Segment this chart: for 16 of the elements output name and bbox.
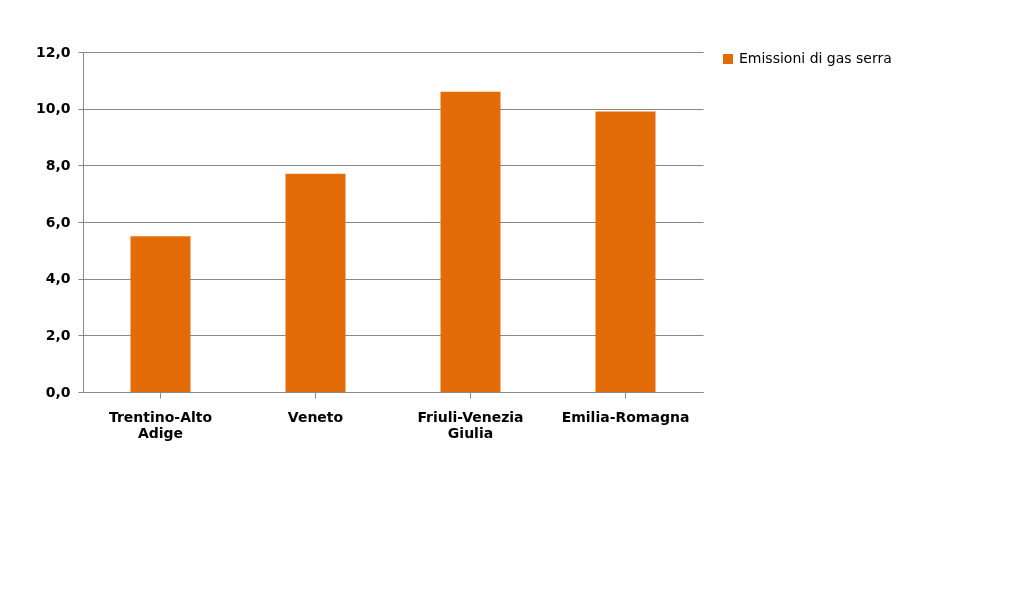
x-tick-label: Trentino-Alto Adige [108, 408, 213, 441]
y-tick-label: 0,0 [45, 383, 71, 400]
y-tick-label: 8,0 [45, 156, 71, 173]
y-tick-label: 2,0 [45, 326, 71, 343]
y-tick-label: 4,0 [45, 270, 71, 287]
bar [130, 236, 191, 392]
y-tick-label: 10,0 [35, 100, 71, 117]
x-tick-label: Emilia-Romagna [561, 408, 690, 425]
bar [595, 111, 656, 392]
y-tick-label: 6,0 [45, 213, 71, 230]
y-tick-label: 12,0 [35, 43, 71, 60]
bar [440, 91, 501, 392]
x-tick-label: Veneto [287, 408, 344, 425]
x-tick-label: Friuli-Venezia Giulia [417, 408, 524, 441]
bar [285, 173, 346, 392]
legend-label: Emissioni di gas serra [739, 50, 892, 66]
